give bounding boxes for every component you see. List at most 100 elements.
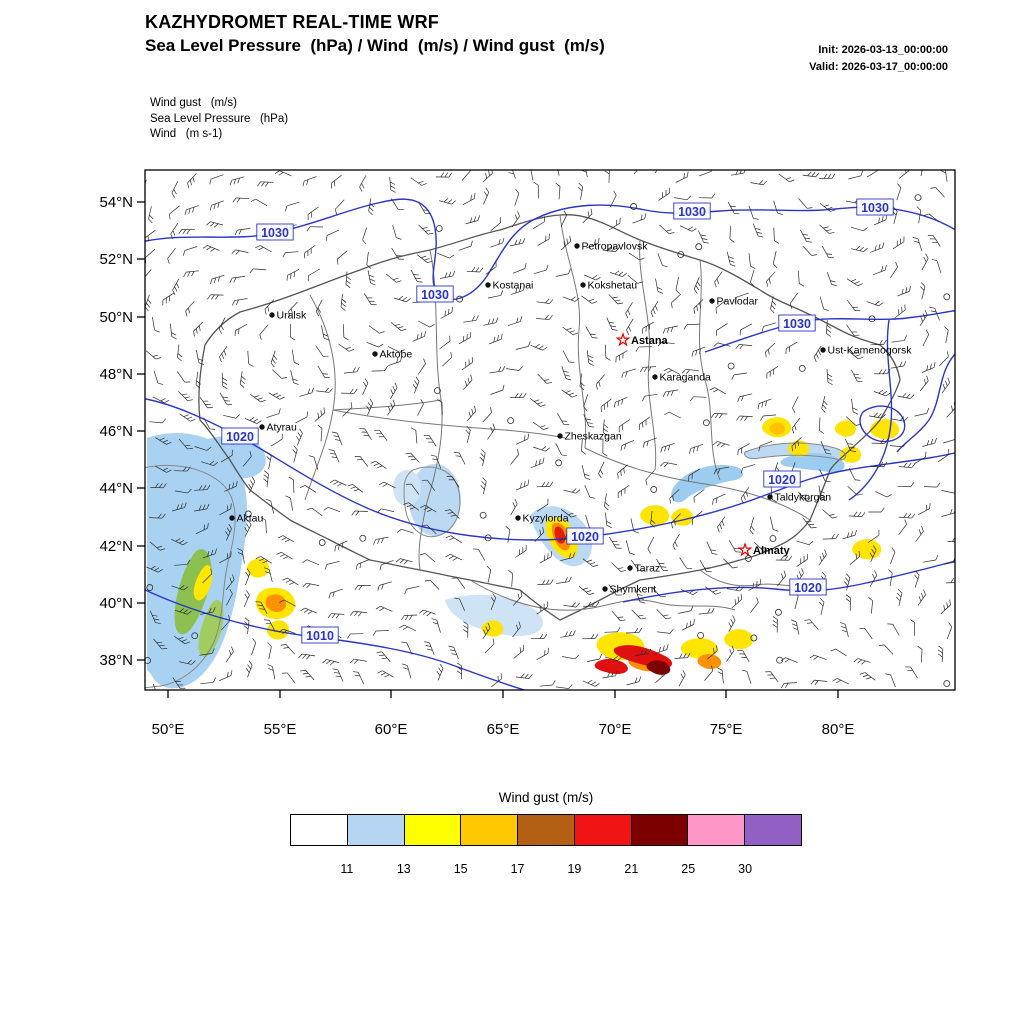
calm-wind-icon [769,535,777,542]
wind-barb-icon [317,365,330,378]
wind-barb-icon [914,570,920,588]
wind-barb-icon [610,190,617,208]
wind-barb-icon [401,614,418,621]
wind-barb-icon [401,641,413,655]
city-label: Almaty [753,545,791,557]
wind-barb-icon [225,574,235,591]
colorbar-cell [517,814,575,846]
lat-tick-label: 38°N [99,652,133,669]
city-label: Karaganda [660,372,712,384]
wind-barb-icon [510,392,527,399]
wind-barb-icon [804,619,819,630]
wind-barb-icon [314,407,325,422]
wind-barb-icon [251,638,257,656]
wind-barb-icon [868,412,886,419]
wind-barb-icon [530,343,548,351]
wind-barb-icon [178,438,193,450]
wind-barb-icon [698,193,716,199]
wind-barb-icon [941,377,950,394]
wind-barb-icon [288,476,295,493]
wind-barb-icon [515,479,530,491]
wind-barb-icon [663,367,681,375]
wind-barb-icon [510,285,525,295]
wind-barb-icon [410,269,423,283]
wind-barb-icon [366,398,374,416]
wind-barb-icon [656,558,669,572]
wind-barb-icon [389,176,396,193]
wind-barb-icon [606,317,618,331]
wind-barb-icon [308,455,319,470]
wind-barb-icon [260,517,267,534]
wind-barb-icon [234,228,251,236]
wind-barb-icon [618,419,631,433]
wind-barb-icon [169,205,180,220]
calm-wind-icon [479,511,487,519]
wind-barb-icon [717,667,724,684]
wind-barb-icon [890,547,896,565]
wind-barb-icon [145,269,152,280]
isobar-label: 1020 [226,430,254,444]
wind-barb-icon [328,588,343,599]
wind-barb-icon [602,670,618,679]
wind-barb-icon [679,557,693,569]
wind-barb-icon [221,372,228,390]
map-frame [144,169,956,691]
calm-wind-icon [318,539,326,546]
wind-barb-icon [723,558,738,569]
wind-barb-icon [650,510,656,528]
wind-barb-icon [367,270,376,286]
isobar-contours [145,198,955,690]
wind-barb-icon [264,299,275,315]
wind-barb-icon [290,324,296,341]
wind-barb-icon [226,588,233,606]
wind-barb-icon [769,516,779,532]
wind-barb-icon [487,290,504,299]
wind-barb-icon [642,321,655,334]
wind-barb-icon [374,429,388,441]
calm-wind-icon [677,251,685,258]
wind-barb-icon [412,376,420,394]
wind-barb-icon [844,438,857,453]
wind-barb-icon [802,517,817,529]
isobar-label: 1030 [678,205,706,219]
calm-wind-icon [507,417,515,425]
wind-barb-icon [338,343,355,352]
wind-barb-icon [914,451,927,465]
init-timestamp: Init: 2026-03-13_00:00:00 [818,44,948,56]
wind-barb-icon [802,171,820,178]
isobar-label-box [566,527,604,545]
city-dot [229,515,235,521]
wind-barb-icon [555,684,573,689]
wind-barb-icon [582,558,599,567]
wind-barb-icon [870,339,887,346]
wind-barb-icon [277,535,295,543]
wind-barb-icon [819,173,836,179]
wind-barb-icon [850,369,863,383]
wind-barb-icon [219,503,232,516]
wind-barb-icon [819,597,825,615]
wind-barb-icon [691,346,706,357]
wind-barb-icon [243,590,250,608]
wind-barb-icon [379,481,396,489]
wind-barb-icon [393,295,411,303]
city-label: Kyzylorda [523,513,569,525]
wind-barb-icon [749,517,755,535]
wind-barb-icon [737,393,753,402]
wind-barb-icon [818,485,826,502]
wind-barb-icon [602,419,609,437]
wind-barb-icon [536,498,549,512]
wind-barb-icon [716,323,728,336]
wind-barb-icon [797,270,805,287]
city-dot [820,347,826,353]
wind-barb-icon [945,577,955,584]
wind-barb-icon [608,294,623,305]
calm-wind-icon [943,680,951,687]
wind-barb-icon [821,395,828,413]
wind-barb-icon [194,446,212,451]
wind-barb-icon [290,369,299,385]
wind-barb-icon [368,198,375,216]
wind-barb-icon [693,276,701,294]
wind-barb-icon [615,350,628,363]
wind-barb-icon [300,485,317,493]
wind-barb-icon [671,293,682,309]
